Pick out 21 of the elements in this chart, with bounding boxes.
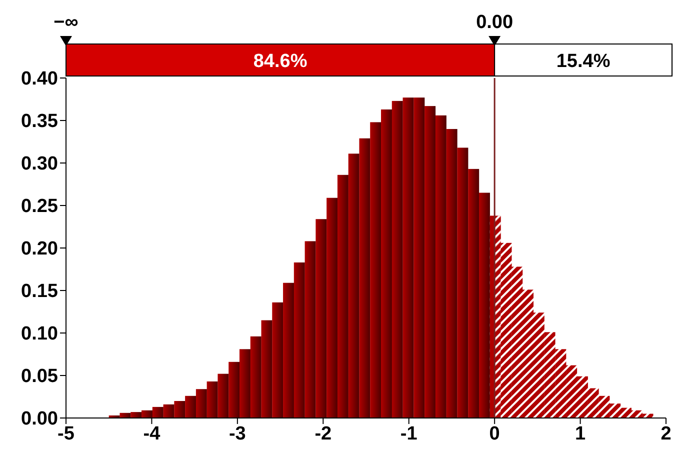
x-tick-label: 1 bbox=[574, 423, 586, 444]
x-tick-label: -1 bbox=[400, 423, 418, 444]
y-tick-label: 0.00 bbox=[21, 408, 58, 430]
y-tick-label: 0.35 bbox=[21, 111, 58, 132]
x-tick-label: -5 bbox=[58, 423, 75, 444]
y-tick-label: 0.40 bbox=[21, 68, 58, 90]
y-tick-label: 0.30 bbox=[21, 154, 58, 175]
y-tick-label: 0.15 bbox=[21, 281, 58, 302]
text: 15.4% bbox=[556, 51, 610, 72]
x-tick-label: 0 bbox=[489, 423, 500, 444]
y-tick-label: 0.25 bbox=[21, 196, 58, 218]
x-tick-label: -2 bbox=[314, 423, 332, 444]
text: 84.6% bbox=[253, 51, 308, 72]
y-tick-label: 0.05 bbox=[21, 366, 58, 388]
ref-line-label: 0.00 bbox=[476, 12, 514, 33]
text: −∞ bbox=[54, 12, 78, 33]
y-tick-label: 0.20 bbox=[21, 238, 58, 260]
y-tick-label: 0.10 bbox=[21, 324, 58, 345]
x-tick-label: -3 bbox=[228, 423, 246, 444]
x-tick-label: 2 bbox=[660, 423, 672, 444]
x-tick-label: -4 bbox=[143, 423, 161, 444]
